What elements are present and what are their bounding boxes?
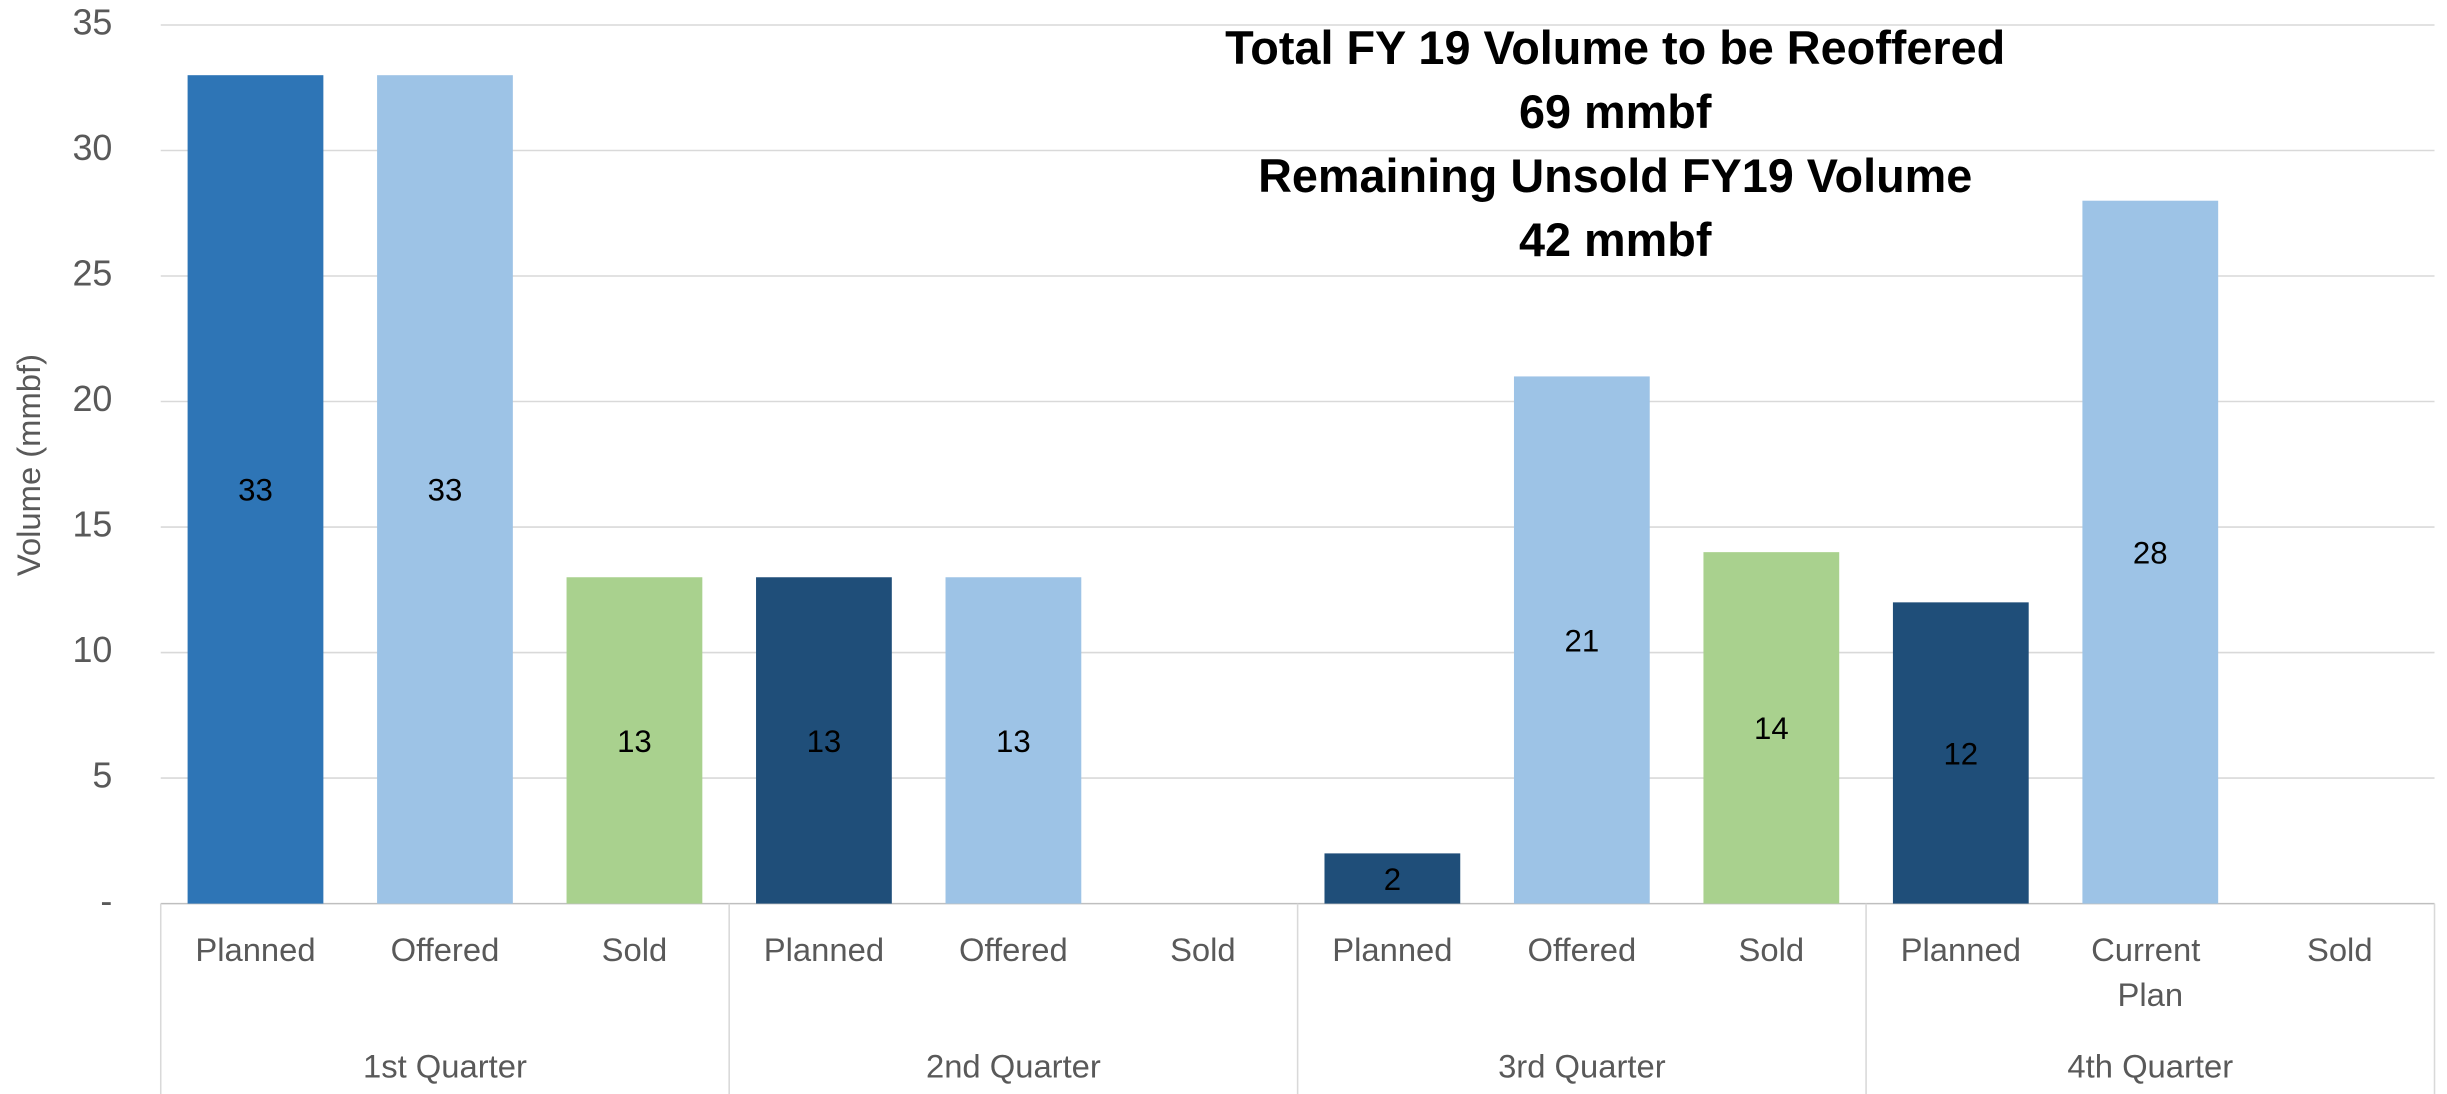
data-label: 28: [2133, 536, 2168, 571]
bar: [377, 75, 513, 904]
x-tick-label: Sold: [2307, 931, 2373, 968]
group-label: 4th Quarter: [2067, 1048, 2233, 1085]
x-tick-label: Sold: [1170, 931, 1236, 968]
group-label: 2nd Quarter: [926, 1048, 1101, 1085]
bar: [756, 577, 892, 904]
x-tick-label: Sold: [1739, 931, 1805, 968]
y-tick-label: 5: [92, 756, 112, 796]
data-label: 14: [1754, 711, 1789, 746]
data-label: 13: [996, 724, 1031, 759]
y-tick-label: 30: [72, 128, 112, 168]
group-label: 3rd Quarter: [1498, 1048, 1666, 1085]
x-tick-label: Offered: [959, 931, 1068, 968]
y-tick-label: 20: [72, 379, 112, 419]
bar: [187, 75, 324, 904]
data-label: 12: [1943, 736, 1978, 771]
x-tick-label: Sold: [602, 931, 668, 968]
bar: [1513, 376, 1650, 904]
y-tick-label: 35: [72, 2, 112, 42]
x-tick-label: Planned: [1901, 931, 2021, 968]
y-tick-label: -: [100, 881, 112, 921]
group-label: 1st Quarter: [363, 1048, 527, 1085]
annotation: 69 mmbf: [1519, 86, 1712, 138]
bar: [1703, 552, 1840, 904]
bar: [1324, 853, 1461, 904]
annotation: 42 mmbf: [1519, 214, 1712, 266]
data-label: 13: [807, 724, 842, 759]
x-tick-label: Planned: [195, 931, 315, 968]
annotation: Total FY 19 Volume to be Reoffered: [1225, 22, 2005, 74]
bar: [2082, 200, 2219, 904]
y-tick-label: 15: [72, 505, 112, 545]
x-tick-label: Offered: [1528, 931, 1637, 968]
data-label: 33: [238, 473, 273, 508]
x-tick-label: Planned: [764, 931, 884, 968]
data-label: 2: [1384, 862, 1401, 897]
x-tick-label: Offered: [391, 931, 500, 968]
x-tick-label: Current Plan: [2091, 931, 2209, 1013]
y-axis-label: Volume (mmbf): [10, 354, 47, 576]
annotation: Remaining Unsold FY19 Volume: [1258, 150, 1972, 202]
bar: [945, 577, 1082, 904]
bar: [566, 577, 703, 904]
data-label: 13: [617, 724, 652, 759]
bar: [1892, 602, 2029, 904]
data-label: 21: [1564, 623, 1599, 658]
y-tick-label: 10: [72, 630, 112, 670]
x-tick-label: Planned: [1332, 931, 1452, 968]
data-label: 33: [428, 473, 463, 508]
y-tick-label: 25: [72, 253, 112, 293]
